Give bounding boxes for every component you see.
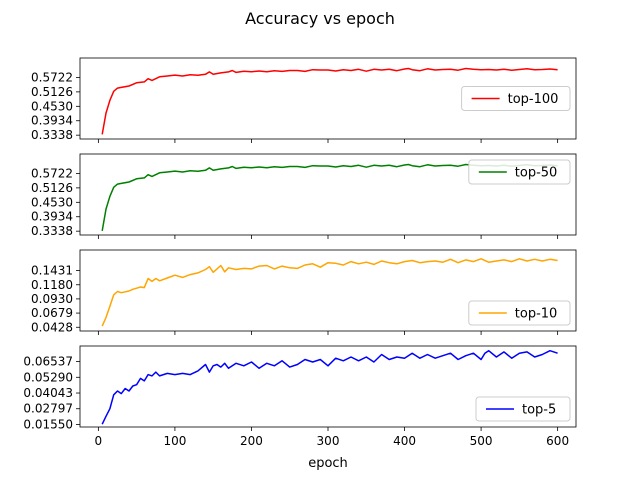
series-line-top-5 bbox=[101, 349, 558, 425]
x-tick-label: 200 bbox=[240, 434, 263, 448]
legend-label: top-5 bbox=[522, 403, 556, 418]
y-tick-label: 0.0428 bbox=[31, 320, 73, 334]
y-tick-label: 0.1431 bbox=[31, 264, 73, 278]
legend-top-50: top-50 bbox=[468, 159, 571, 185]
series-line-top-10 bbox=[101, 258, 558, 327]
axes-frame bbox=[79, 249, 577, 332]
figure-title: Accuracy vs epoch bbox=[245, 9, 395, 28]
legend-label: top-50 bbox=[515, 166, 558, 181]
y-tick-label: 0.0930 bbox=[31, 292, 73, 306]
y-tick-label: 0.1180 bbox=[31, 278, 73, 292]
y-tick-label: 0.06537 bbox=[23, 355, 73, 369]
y-tick-label: 0.3934 bbox=[31, 114, 73, 128]
legend-box bbox=[468, 159, 571, 185]
x-tick-label: 400 bbox=[393, 434, 416, 448]
y-tick-label: 0.5722 bbox=[31, 70, 73, 84]
legend-top-100: top-100 bbox=[461, 86, 571, 111]
legend-label: top-10 bbox=[515, 307, 558, 322]
x-tick-label: 0 bbox=[95, 434, 103, 448]
y-tick-label: 0.3338 bbox=[31, 128, 73, 142]
y-tick-label: 0.04043 bbox=[23, 386, 73, 400]
y-tick-label: 0.5126 bbox=[31, 85, 73, 99]
legend-box bbox=[468, 300, 571, 326]
y-tick-label: 0.5126 bbox=[31, 181, 73, 195]
x-tick-label: 300 bbox=[317, 434, 340, 448]
y-tick-label: 0.0679 bbox=[31, 306, 73, 320]
y-tick-label: 0.01550 bbox=[23, 417, 73, 431]
y-tick-label: 0.3934 bbox=[31, 210, 73, 224]
series-line-top-100 bbox=[101, 67, 558, 135]
y-tick-label: 0.4530 bbox=[31, 99, 73, 113]
y-tick-label: 0.3338 bbox=[31, 224, 73, 238]
x-tick-label: 500 bbox=[470, 434, 493, 448]
y-tick-label: 0.05290 bbox=[23, 370, 73, 384]
legend-top-10: top-10 bbox=[468, 300, 571, 326]
x-tick-label: 600 bbox=[546, 434, 569, 448]
legend-label: top-100 bbox=[508, 92, 559, 107]
x-axis-label: epoch bbox=[308, 456, 348, 471]
legend-box bbox=[475, 396, 571, 422]
y-tick-label: 0.5722 bbox=[31, 166, 73, 180]
axes-frame bbox=[79, 57, 577, 140]
axes-frame bbox=[79, 345, 577, 428]
y-tick-label: 0.02797 bbox=[23, 402, 73, 416]
x-tick-label: 100 bbox=[163, 434, 186, 448]
y-tick-label: 0.4530 bbox=[31, 195, 73, 209]
axes-frame bbox=[79, 153, 577, 236]
legend-top-5: top-5 bbox=[475, 396, 571, 422]
legend-box bbox=[461, 86, 571, 111]
subplots-container: 0.33380.39340.45300.51260.5722top-1000.3… bbox=[23, 57, 577, 448]
